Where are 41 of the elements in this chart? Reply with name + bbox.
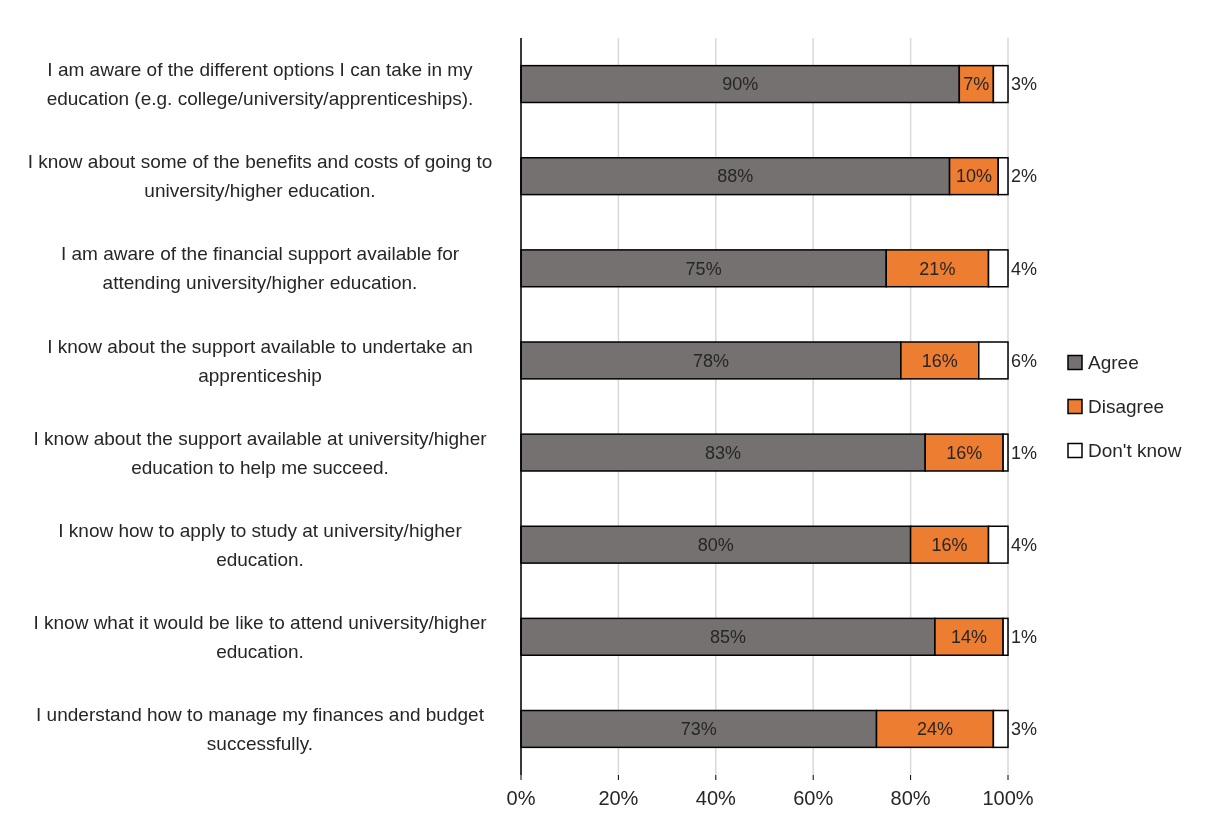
x-tick-label: 20%	[598, 787, 639, 809]
y-tick-label: I know about some of the benefits and costs of going to university/higher education.	[27, 151, 493, 202]
data-label: 3%	[1011, 719, 1038, 740]
x-tick-label: 0%	[506, 787, 536, 809]
data-label: 4%	[1011, 534, 1038, 555]
x-tick-label: 40%	[695, 787, 737, 809]
legend-label: Don't know	[1088, 440, 1182, 462]
legend-label: Agree	[1088, 352, 1139, 374]
data-label: 16%	[931, 534, 968, 555]
y-tick-label: I am aware of the different options I can take in my education (e.g. college/university/apprenticeships).	[46, 59, 474, 110]
data-label: 21%	[919, 258, 956, 279]
x-tick-label: 60%	[793, 787, 834, 809]
data-label: 24%	[916, 719, 953, 740]
data-label: 1%	[1011, 442, 1038, 463]
data-label: 1%	[1011, 627, 1038, 648]
data-label: 85%	[709, 627, 746, 648]
data-label: 16%	[921, 350, 958, 371]
data-label: 88%	[717, 166, 754, 187]
y-tick-label: I know what it would be like to attend university/higher education.	[33, 611, 488, 662]
data-label: 90%	[722, 74, 759, 95]
x-tick-label: 100%	[982, 787, 1034, 809]
y-tick-label: I am aware of the financial support available for attending university/higher education.	[60, 243, 460, 294]
y-tick-label: I know about the support available to undertake an apprenticeship	[47, 335, 473, 386]
data-label: 83%	[705, 442, 742, 463]
data-label: 78%	[692, 350, 729, 371]
y-tick-label: I know about the support available at university/higher education to help me succeed.	[33, 427, 488, 478]
data-label: 16%	[946, 442, 983, 463]
data-label: 3%	[1011, 74, 1038, 95]
y-tick-label: I understand how to manage my finances and budget successfully.	[36, 704, 485, 755]
data-label: 75%	[685, 258, 722, 279]
data-label: 14%	[951, 627, 988, 648]
data-label: 4%	[1011, 258, 1038, 279]
data-label: 10%	[955, 166, 992, 187]
data-label: 73%	[680, 719, 717, 740]
x-tick-label: 80%	[890, 787, 931, 809]
data-label: 80%	[697, 534, 734, 555]
legend-label: Disagree	[1088, 396, 1165, 418]
data-label: 6%	[1011, 350, 1038, 371]
data-label: 2%	[1011, 166, 1038, 187]
data-label: 7%	[963, 74, 990, 95]
y-tick-label: I know how to apply to study at university/higher education.	[58, 519, 463, 570]
